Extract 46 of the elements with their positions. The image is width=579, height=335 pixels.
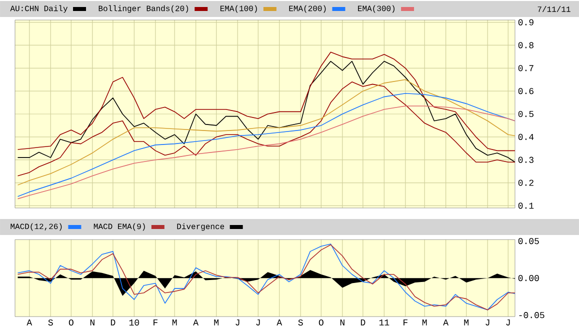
x-tick-label: F [154,319,158,326]
legend-label: Divergence [177,223,224,231]
text: 7/11/11 [538,6,570,12]
legend-label: MACD EMA(9) [94,223,145,231]
x-tick-label: O [318,319,324,326]
x-tick-label: J [256,319,260,326]
y-tick-label: 0.4 [518,134,534,140]
x-tick-label: M [172,319,177,326]
y-tick-label: 0.1 [518,202,534,209]
y-tick-label: 0.6 [518,88,534,94]
x-tick-label: A [276,319,282,326]
y-tick-label: 0.00 [518,275,539,282]
y-tick-label: 0.9 [518,19,534,26]
x-tick-label: D [360,319,366,326]
x-tick-label: M [464,319,468,326]
x-tick-label: A [193,319,199,326]
x-tick-label: O [68,319,74,326]
x-tick-label: J [506,319,510,326]
y-tick-label: 0.3 [518,156,534,163]
line-series [17,60,515,163]
x-tick-label: M [214,319,218,326]
legend-label: EMA(300) [358,5,394,13]
x-tick-label: N [90,319,94,326]
y-tick-label: 0.05 [518,238,539,244]
x-tick-label: 10 [129,319,140,326]
x-tick-label: A [443,319,449,326]
legend-label: EMA(100) [220,5,257,13]
x-tick-label: M [422,319,427,326]
x-tick-label: F [404,319,408,326]
x-tick-label: J [486,319,490,326]
y-tick-label: 0.7 [518,65,534,72]
y-tick-label: 0.2 [518,180,534,186]
legend-label: EMA(200) [289,5,326,13]
y-tick-label: 0.5 [518,110,534,118]
legend-label: AU:CHN Daily [10,5,68,13]
x-tick-label: D [110,319,116,326]
x-tick-label: S [48,319,53,326]
x-tick-label: N [340,319,344,326]
x-tick-label: A [26,319,32,326]
x-tick-label: 11 [379,319,390,326]
legend-label: Bollinger Bands(20) [98,5,188,13]
y-tick-label: -0.05 [519,312,544,318]
x-tick-label: J [236,319,240,326]
legend-label: MACD(12,26) [10,223,62,231]
y-tick-label: 0.8 [518,42,534,48]
x-tick-label: S [298,319,303,326]
